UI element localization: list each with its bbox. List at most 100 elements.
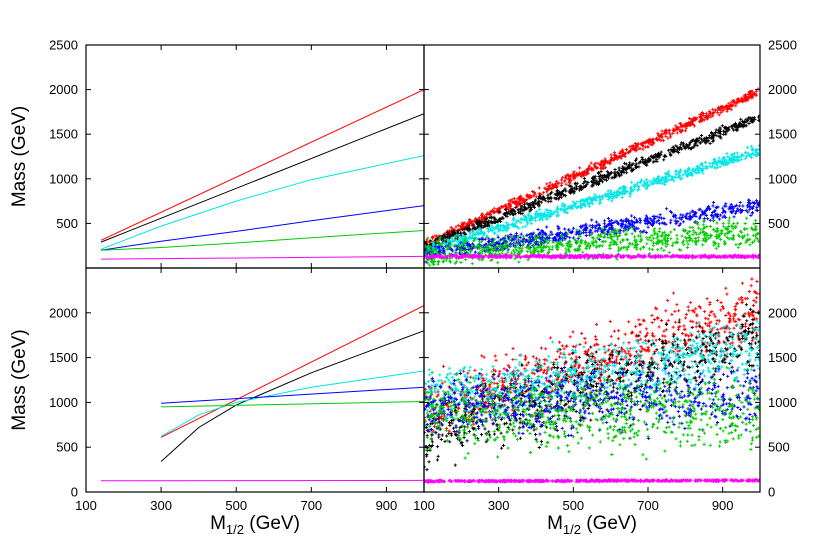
point (646, 145, 650, 149)
point (717, 234, 721, 238)
point (490, 208, 495, 213)
point (597, 174, 601, 179)
point (734, 209, 738, 214)
point (443, 238, 447, 242)
point (732, 209, 736, 213)
point (689, 140, 693, 144)
point (609, 230, 613, 234)
point (534, 254, 538, 259)
point (739, 340, 743, 344)
point (701, 238, 705, 242)
point (660, 221, 664, 225)
point (621, 165, 625, 169)
point (426, 261, 430, 265)
point (599, 234, 603, 238)
point (647, 156, 651, 160)
point (612, 220, 616, 225)
point (433, 245, 437, 249)
point (712, 214, 716, 218)
point (543, 245, 547, 250)
point (719, 327, 723, 331)
point (715, 236, 719, 240)
point (588, 197, 592, 201)
point (576, 173, 580, 177)
point (727, 101, 731, 105)
point (477, 220, 481, 225)
point (516, 197, 520, 201)
point (754, 93, 758, 97)
point (517, 254, 521, 258)
point (441, 234, 445, 238)
point (593, 165, 597, 169)
point (671, 253, 675, 257)
point (586, 243, 590, 248)
point (603, 166, 607, 170)
point (668, 221, 673, 225)
point (500, 204, 504, 209)
point (532, 202, 536, 206)
series-line-bottom-left-2 (160, 370, 424, 437)
point (743, 94, 747, 98)
point (657, 180, 661, 184)
point (519, 221, 523, 225)
point (750, 277, 754, 281)
point (672, 179, 676, 183)
point (721, 159, 725, 164)
point (548, 192, 552, 196)
point (427, 460, 431, 464)
point (609, 170, 613, 175)
point (501, 385, 505, 389)
point (486, 406, 490, 410)
point (545, 225, 549, 229)
point (621, 374, 625, 378)
point (469, 236, 473, 240)
point (666, 318, 670, 322)
point (477, 216, 481, 220)
point (630, 330, 634, 334)
point (563, 204, 567, 208)
point (736, 221, 740, 225)
point (732, 235, 736, 239)
point (529, 234, 533, 238)
point (443, 252, 447, 256)
point (646, 218, 650, 222)
point (730, 100, 734, 104)
point (645, 242, 649, 246)
point (728, 158, 732, 162)
point (693, 140, 697, 144)
point (626, 245, 630, 249)
point (695, 314, 699, 318)
point (515, 225, 519, 229)
point (506, 250, 510, 254)
point (500, 251, 504, 255)
point (634, 239, 638, 243)
point (504, 254, 508, 258)
point (693, 116, 698, 120)
point (652, 178, 656, 182)
point (515, 219, 519, 223)
point (432, 424, 437, 428)
point (693, 230, 697, 235)
point (707, 236, 711, 240)
point (751, 119, 755, 123)
point (522, 392, 526, 396)
point (544, 233, 548, 237)
point (716, 205, 720, 209)
point (517, 219, 521, 223)
point (699, 137, 704, 141)
point (467, 242, 472, 246)
point (746, 96, 750, 100)
point (603, 192, 607, 196)
point (613, 343, 617, 348)
point (730, 236, 734, 241)
point (704, 213, 708, 218)
point (744, 240, 748, 244)
point (642, 184, 646, 188)
point (664, 309, 668, 313)
point (574, 355, 578, 359)
point (680, 141, 684, 145)
point (659, 246, 663, 250)
point (533, 212, 537, 216)
point (544, 239, 548, 243)
point (601, 227, 605, 231)
